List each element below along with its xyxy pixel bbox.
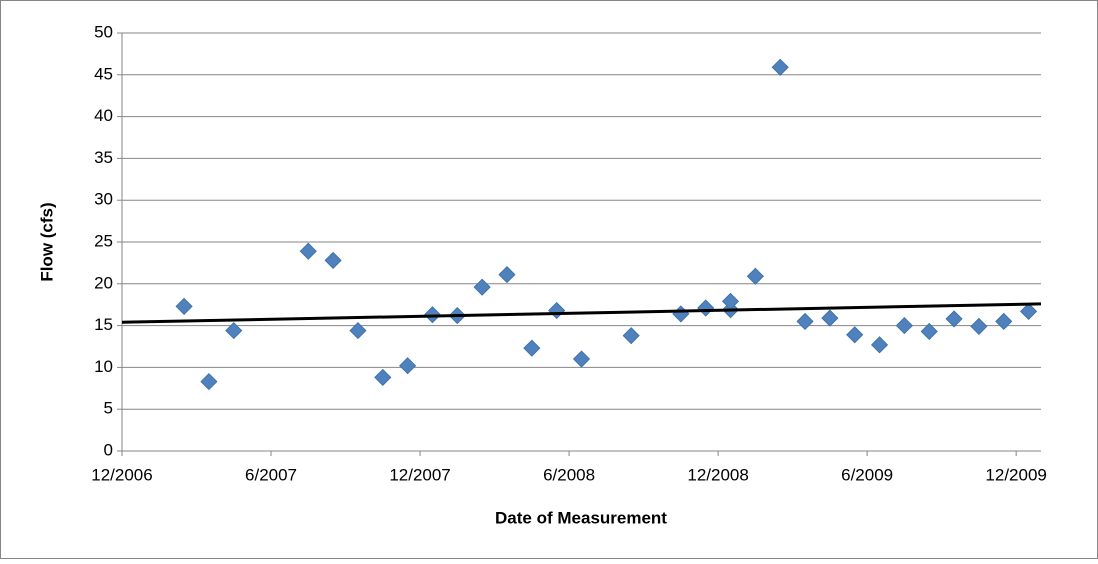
point <box>200 373 218 391</box>
point <box>324 251 342 269</box>
y-tick-label: 35 <box>94 148 113 167</box>
y-tick-label: 45 <box>94 64 113 83</box>
point <box>796 312 814 330</box>
point <box>821 309 839 327</box>
point <box>771 58 789 76</box>
x-tick-label: 12/2006 <box>91 465 152 484</box>
y-axis-label: Flow (cfs) <box>37 202 56 281</box>
y-tick-label: 40 <box>94 106 113 125</box>
y-tick-label: 15 <box>94 315 113 334</box>
point <box>473 278 491 296</box>
point <box>895 317 913 335</box>
point <box>225 322 243 340</box>
point <box>995 312 1013 330</box>
point <box>920 322 938 341</box>
x-tick-label: 12/2008 <box>687 465 748 484</box>
point <box>846 326 864 344</box>
point <box>299 242 317 260</box>
x-tick-label: 12/2009 <box>985 465 1046 484</box>
point <box>349 322 367 340</box>
point <box>175 297 193 315</box>
x-tick-label: 12/2007 <box>389 465 450 484</box>
y-tick-label: 30 <box>94 190 113 209</box>
point <box>622 327 640 345</box>
point <box>970 317 988 336</box>
point <box>945 310 963 328</box>
x-tick-label: 6/2008 <box>543 465 595 484</box>
point <box>498 266 516 284</box>
y-tick-label: 20 <box>94 273 113 292</box>
point <box>1020 302 1038 320</box>
point <box>746 267 764 285</box>
trendline <box>121 302 1042 324</box>
y-tick-label: 25 <box>94 231 113 250</box>
y-tick-label: 5 <box>104 399 113 418</box>
point <box>697 299 715 317</box>
point <box>399 357 417 375</box>
x-tick-label: 6/2007 <box>245 465 297 484</box>
point <box>523 339 541 357</box>
y-tick-label: 50 <box>94 22 113 41</box>
y-tick-label: 10 <box>94 357 113 376</box>
x-axis-label: Date of Measurement <box>495 508 667 527</box>
point <box>870 336 889 354</box>
y-tick-label: 0 <box>104 440 113 459</box>
point <box>374 368 392 386</box>
point <box>572 350 591 368</box>
x-tick-label: 6/2009 <box>841 465 893 484</box>
